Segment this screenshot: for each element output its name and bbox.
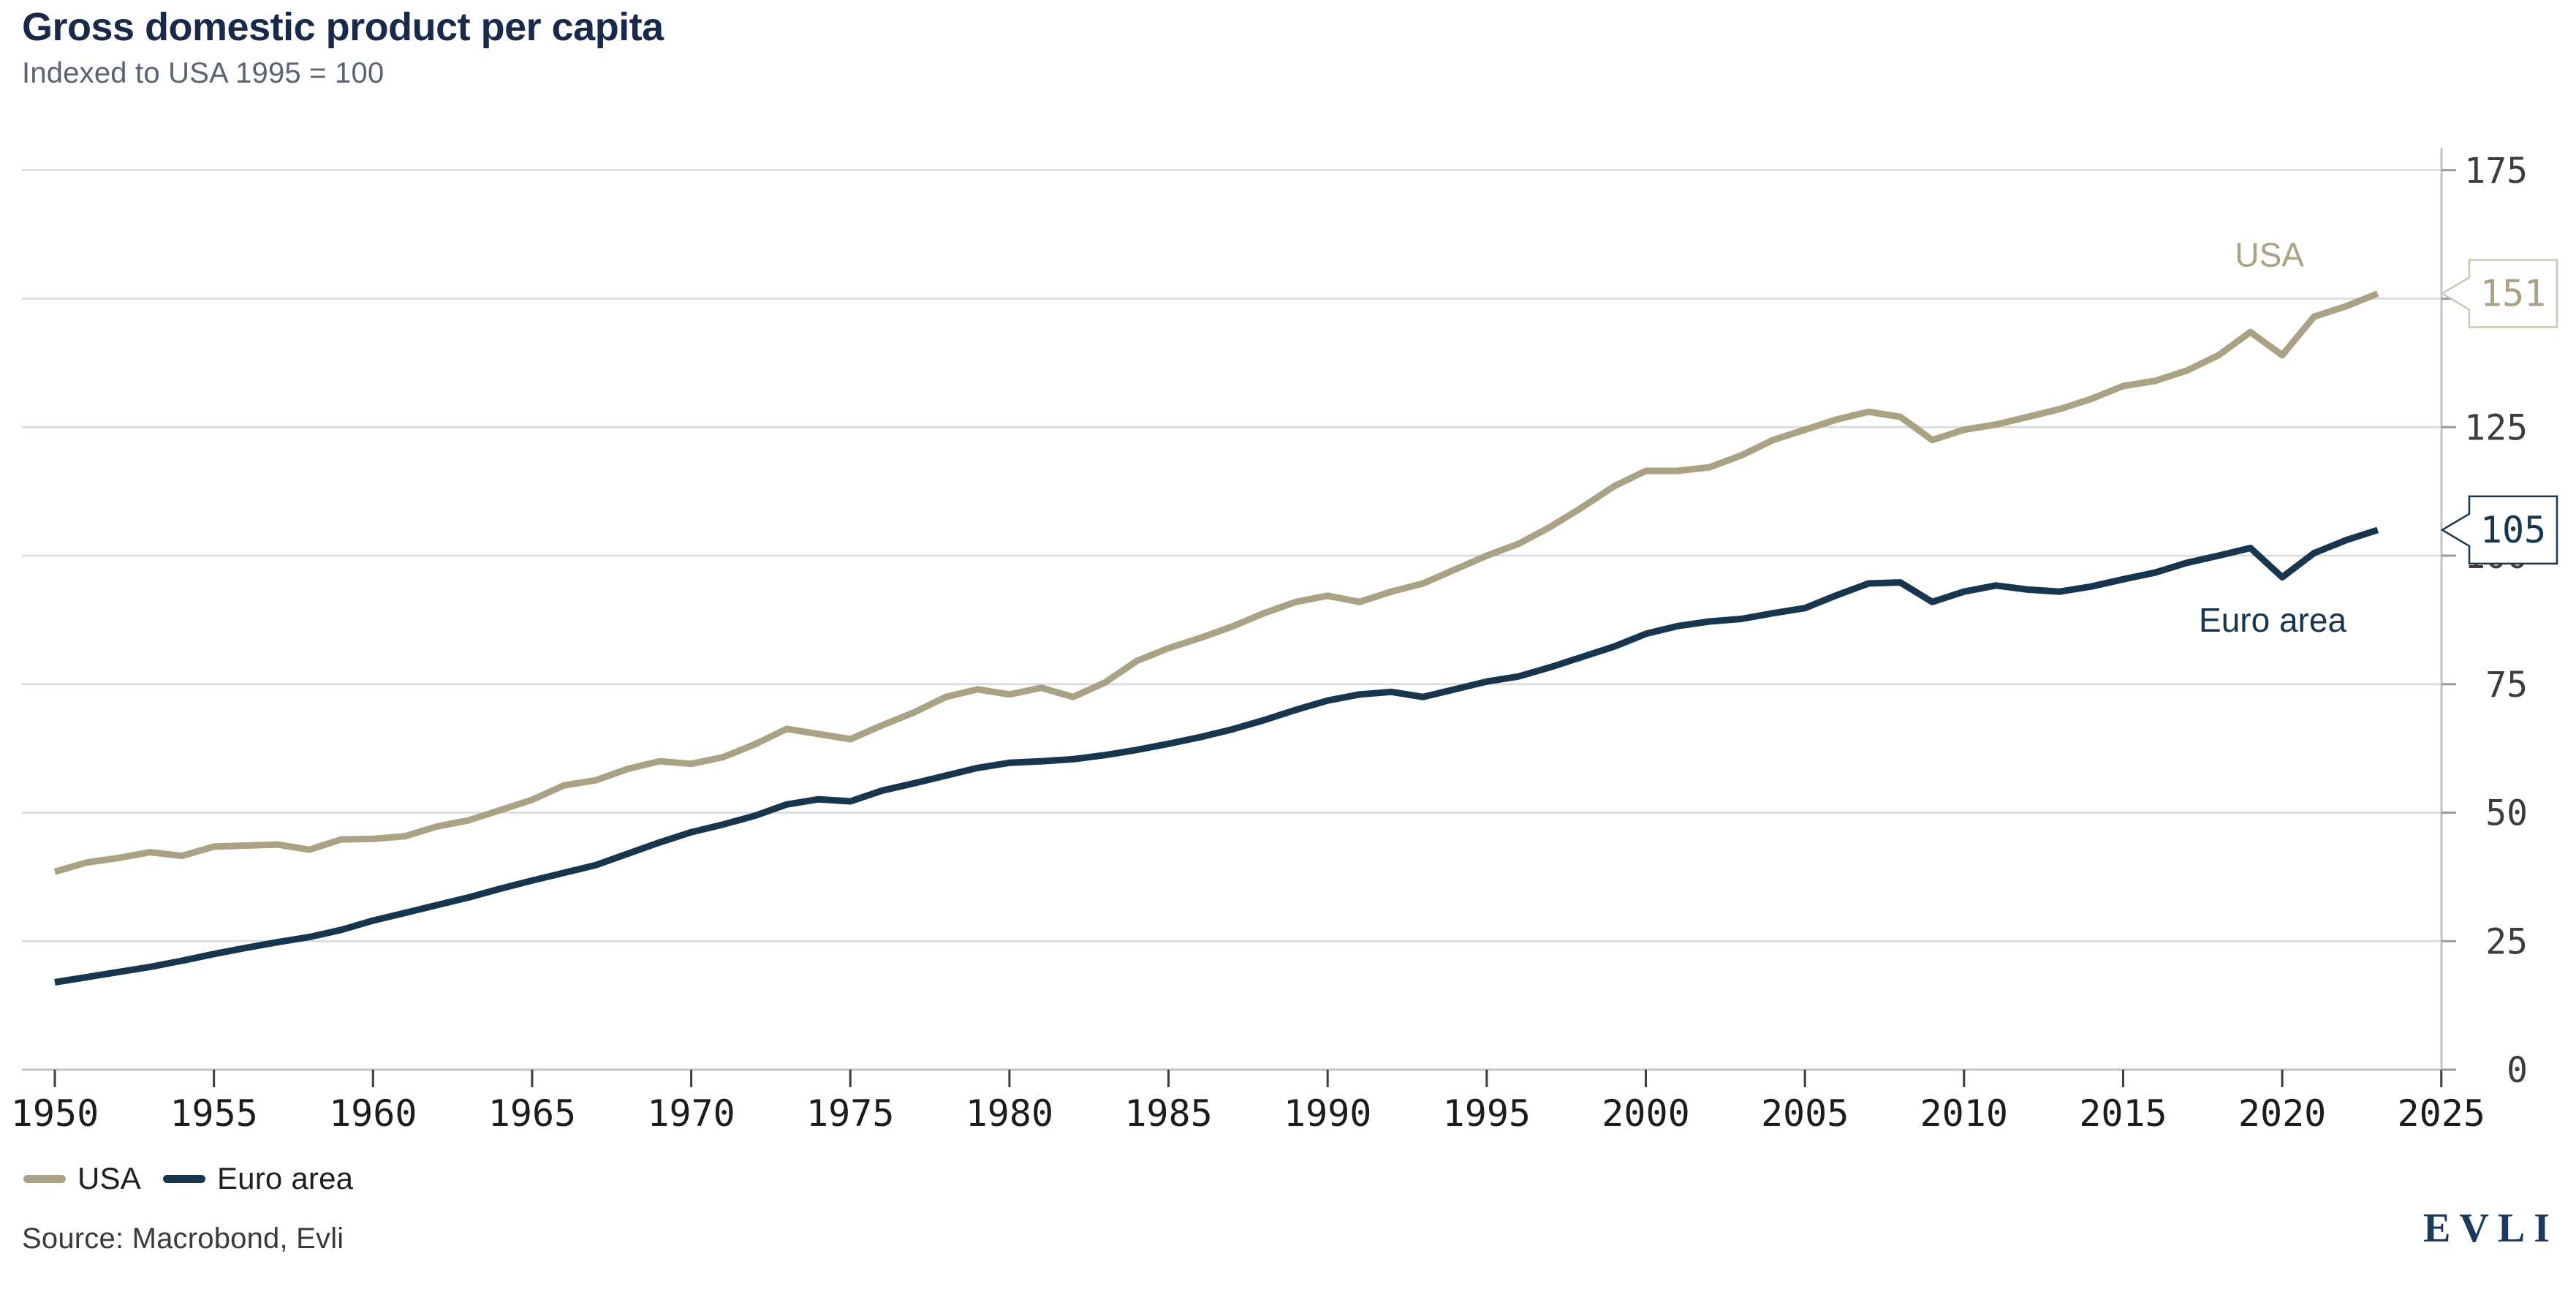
- legend-item-usa: USA: [23, 1161, 141, 1196]
- series-label-euro-area: Euro area: [2199, 601, 2346, 639]
- x-tick-label-1965: 1965: [488, 1092, 576, 1135]
- source-note: Source: Macrobond, Evli: [22, 1222, 344, 1255]
- legend-label-euro-area: Euro area: [216, 1161, 354, 1195]
- y-tick-label-25: 25: [2485, 921, 2528, 962]
- x-tick-label-2000: 2000: [1602, 1092, 1689, 1135]
- page-subtitle: Indexed to USA 1995 = 100: [22, 57, 384, 90]
- usa-line-swatch: [23, 1174, 66, 1183]
- series-line-usa: [53, 290, 2379, 875]
- evli-logo: EVLI: [2423, 1206, 2558, 1251]
- x-tick-label-2005: 2005: [1761, 1092, 1849, 1135]
- y-tick-label-0: 0: [2507, 1050, 2528, 1091]
- euro-area-line-swatch: [162, 1174, 205, 1183]
- x-tick-label-2020: 2020: [2238, 1092, 2326, 1135]
- x-tick-label-1990: 1990: [1284, 1092, 1371, 1135]
- x-tick-label-1975: 1975: [806, 1092, 894, 1135]
- x-tick-label-1955: 1955: [170, 1092, 257, 1135]
- end-callout-box-usa: [2440, 259, 2558, 328]
- x-tick-label-1995: 1995: [1443, 1092, 1531, 1135]
- legend-item-euro-area: Euro area: [162, 1161, 354, 1196]
- x-tick-label-2010: 2010: [1920, 1092, 2008, 1135]
- page-title: Gross domestic product per capita: [22, 5, 664, 49]
- x-tick-label-1960: 1960: [329, 1092, 417, 1135]
- chart-header: Gross domestic product per capita Indexe…: [22, 4, 664, 90]
- end-callout-value-euro-area: 105: [2480, 509, 2546, 551]
- y-tick-label-75: 75: [2485, 665, 2528, 706]
- x-tick-label-2025: 2025: [2398, 1092, 2485, 1135]
- x-tick-label-1950: 1950: [11, 1092, 99, 1135]
- legend-label-usa: USA: [77, 1161, 141, 1195]
- chart-legend: USA Euro area: [23, 1161, 353, 1196]
- y-tick-label-50: 50: [2485, 793, 2528, 834]
- series-label-usa: USA: [2235, 236, 2304, 274]
- y-tick-label-175: 175: [2464, 151, 2528, 192]
- y-tick-label-125: 125: [2464, 407, 2528, 448]
- end-callout-box-euro-area: [2440, 495, 2558, 565]
- x-tick-label-1970: 1970: [647, 1092, 735, 1135]
- x-tick-label-2015: 2015: [2079, 1092, 2167, 1135]
- series-line-euro-area: [54, 526, 2379, 986]
- end-callout-value-usa: 151: [2480, 272, 2546, 314]
- x-tick-label-1985: 1985: [1124, 1092, 1212, 1135]
- x-tick-label-1980: 1980: [966, 1092, 1053, 1135]
